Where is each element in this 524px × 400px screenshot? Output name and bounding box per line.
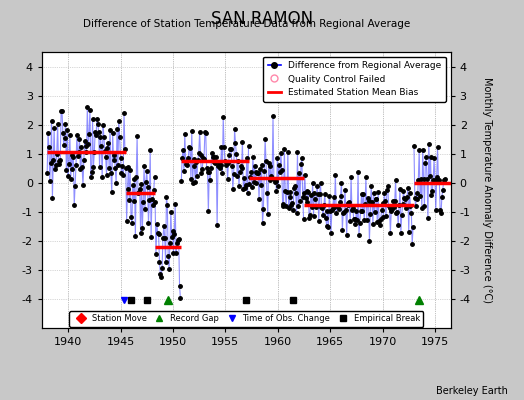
Y-axis label: Monthly Temperature Anomaly Difference (°C): Monthly Temperature Anomaly Difference (… <box>482 77 492 303</box>
Legend: Station Move, Record Gap, Time of Obs. Change, Empirical Break: Station Move, Record Gap, Time of Obs. C… <box>69 311 423 326</box>
Text: Berkeley Earth: Berkeley Earth <box>436 386 508 396</box>
Text: SAN RAMON: SAN RAMON <box>211 10 313 28</box>
Title: Difference of Station Temperature Data from Regional Average: Difference of Station Temperature Data f… <box>83 19 410 29</box>
